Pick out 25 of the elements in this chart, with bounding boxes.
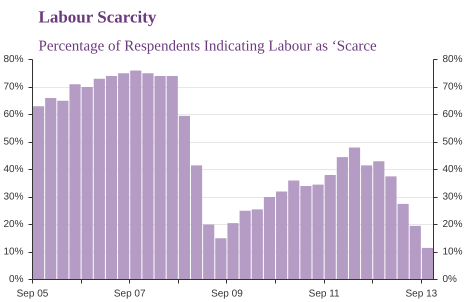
x-tick-label: Sep 13 <box>406 288 438 300</box>
y-tick-label: 30% <box>3 192 24 202</box>
y-tick-label: 80% <box>3 54 24 65</box>
y-tick-label: 60% <box>3 109 24 120</box>
y2-tick-label: 10% <box>442 246 463 258</box>
y-tick-label: 70% <box>3 82 24 92</box>
chart-subtitle: Percentage of Respendents Indicating Labour as ‘Scarce <box>38 38 378 54</box>
x-tick-label: Sep 11 <box>308 288 340 300</box>
y2-tick-label: 0% <box>442 274 458 285</box>
y-tick-label: 0% <box>9 274 24 285</box>
y-tick-label: 20% <box>3 219 24 230</box>
y2-tick-label: 20% <box>442 219 463 230</box>
y-tick-label: 10% <box>3 246 24 258</box>
y2-tick-label: 80% <box>442 54 463 65</box>
chart-title: Labour Scarcity <box>38 8 157 26</box>
y2-tick-label: 70% <box>442 82 463 92</box>
y2-tick-label: 40% <box>442 164 463 175</box>
y2-tick-label: 30% <box>442 192 463 202</box>
x-tick-label: Sep 09 <box>211 288 244 300</box>
y-tick-label: 40% <box>3 164 24 175</box>
y-tick-label: 50% <box>3 136 24 148</box>
y2-tick-label: 50% <box>442 136 463 148</box>
x-tick-label: Sep 05 <box>16 288 49 300</box>
y2-tick-label: 60% <box>442 109 463 120</box>
x-tick-label: Sep 07 <box>114 288 146 300</box>
